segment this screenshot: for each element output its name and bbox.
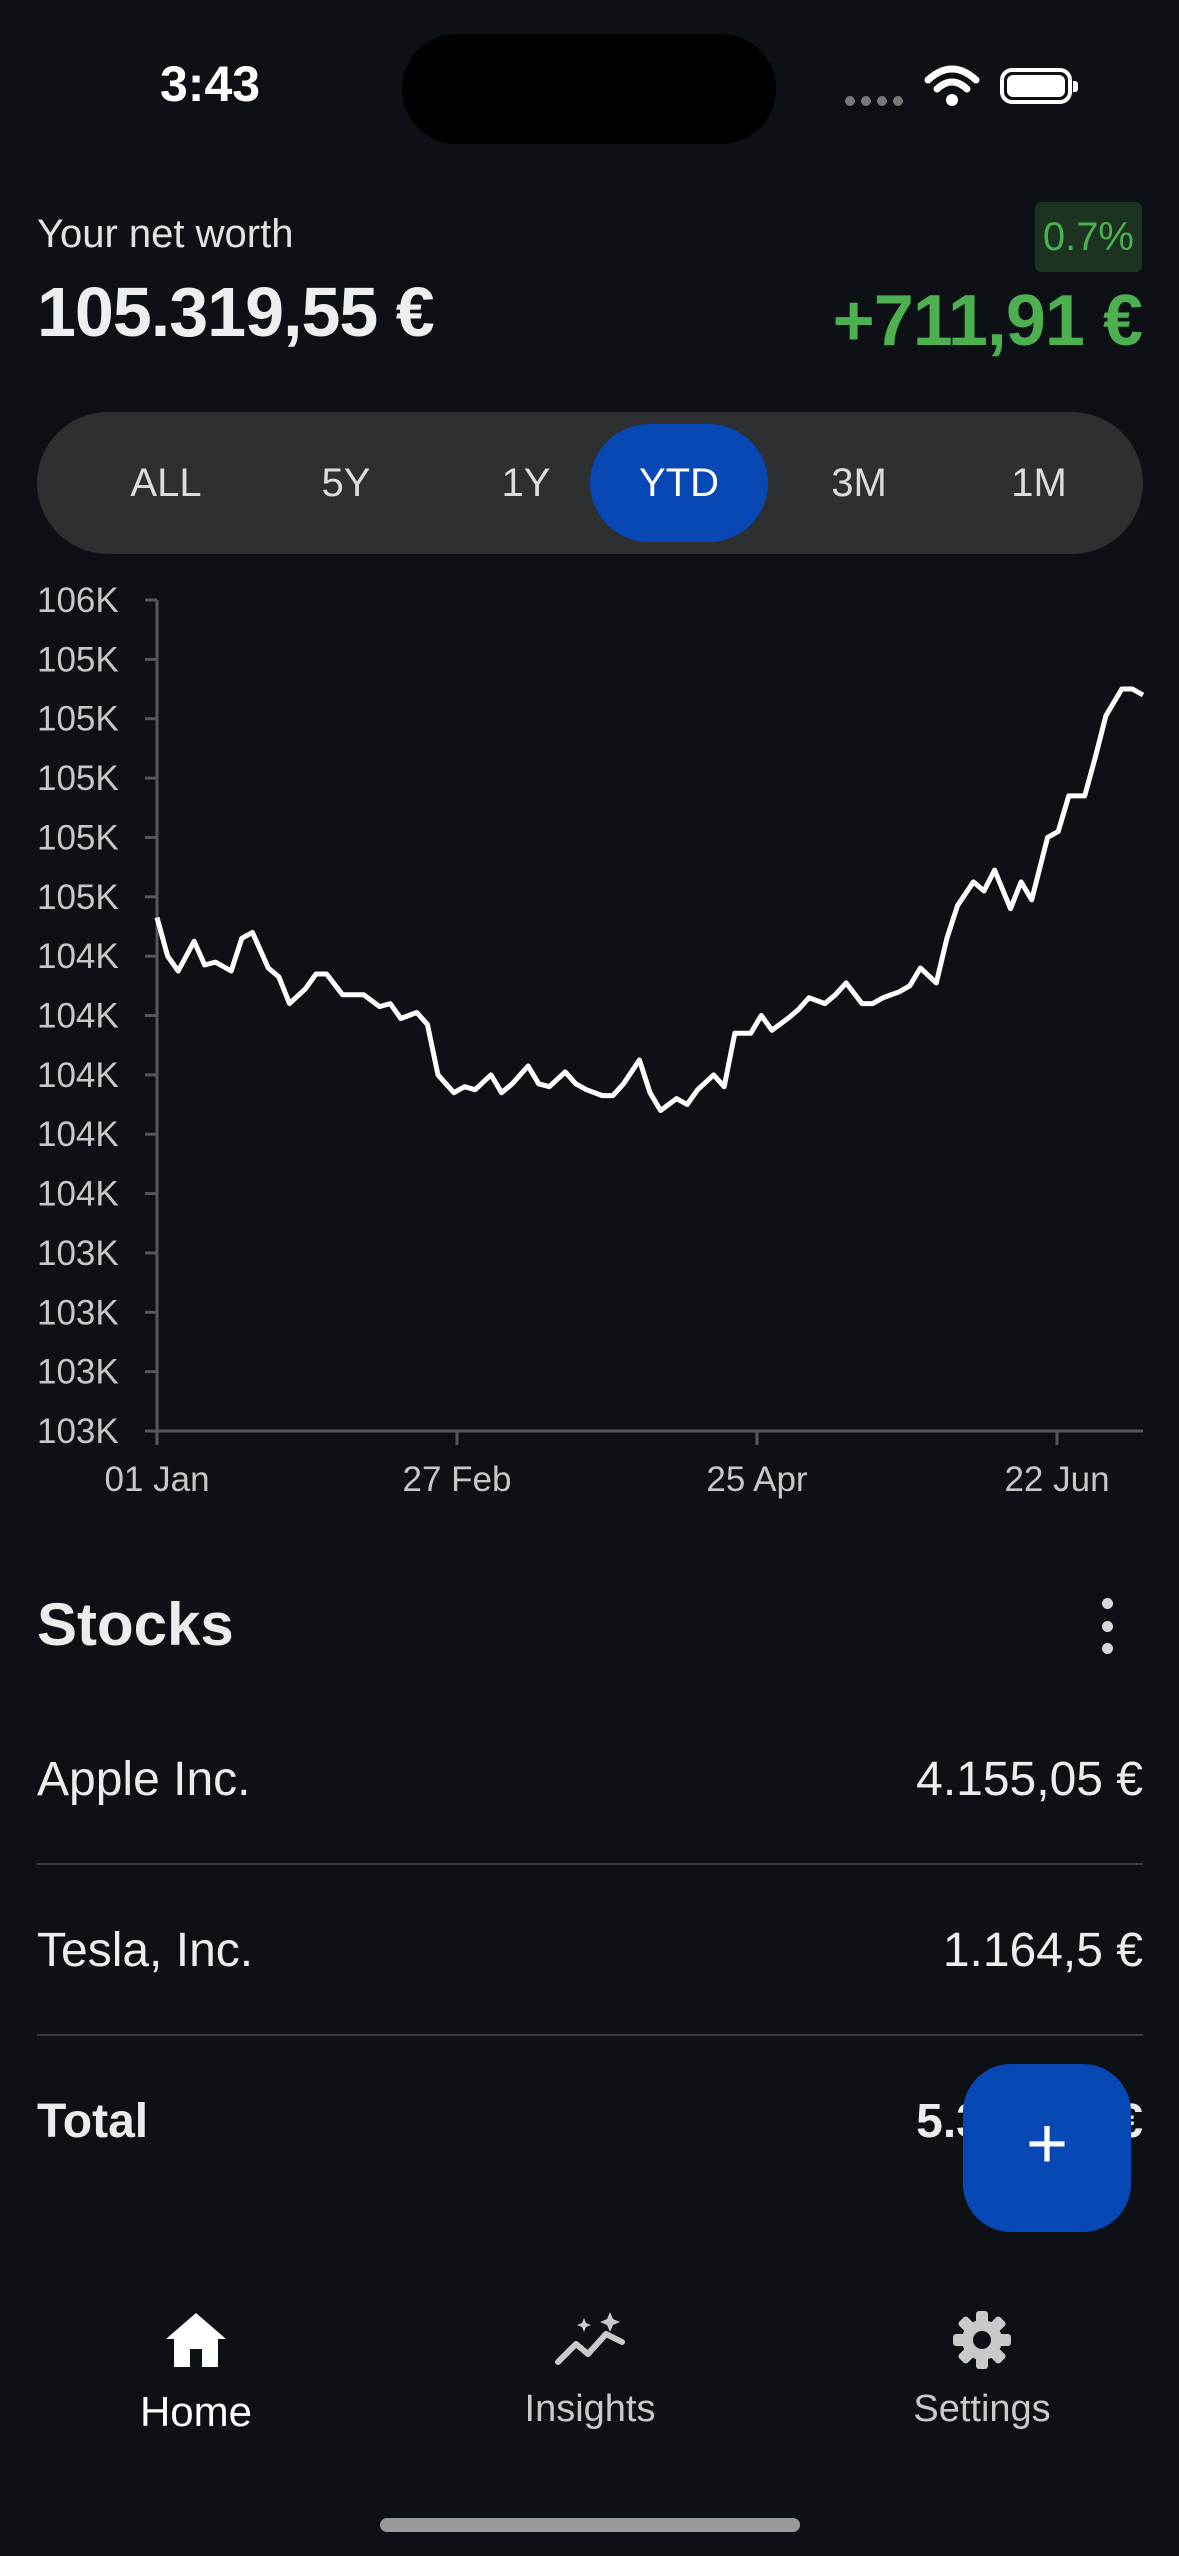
divider [37,1863,1143,1865]
y-tick-label: 104K [37,1115,119,1154]
period-3m[interactable]: 3M [831,461,887,505]
net-worth-value: 105.319,55 € [37,273,435,351]
x-tick-label: 22 Jun [1004,1460,1109,1499]
y-tick-label: 103K [37,1412,119,1451]
y-tick-label: 104K [37,997,119,1036]
x-tick-label: 01 Jan [104,1460,209,1499]
y-tick-label: 104K [37,1056,119,1095]
nav-home[interactable]: Home [46,2300,346,2436]
stock-name: Apple Inc. [37,1753,251,1806]
period-1y[interactable]: 1Y [501,461,551,505]
y-tick-label: 105K [37,818,119,857]
status-time: 3:43 [160,56,261,112]
stock-value: 1.164,5 € [942,1924,1143,1977]
y-tick-label: 104K [37,937,119,976]
y-tick-label: 106K [37,581,119,620]
y-tick-label: 105K [37,759,119,798]
nav-home-label: Home [139,2388,253,2435]
nav-insights[interactable]: Insights [440,2300,740,2431]
nav-settings[interactable]: Settings [832,2300,1132,2431]
change-amount: +711,91 € [832,281,1143,361]
gear-icon [832,2300,1132,2380]
stocks-title: Stocks [37,1591,234,1658]
net-worth-label: Your net worth [37,212,294,256]
period-selector: ALL 5Y 1Y YTD 3M 1M [37,412,1143,554]
divider [37,2034,1143,2036]
y-tick-label: 105K [37,640,119,679]
y-tick-label: 103K [37,1353,119,1392]
net-worth-line [154,686,1145,1113]
stock-row-apple[interactable]: Apple Inc. 4.155,05 € [37,1694,1143,1864]
y-tick-label: 105K [37,700,119,739]
home-icon [46,2300,346,2380]
add-button[interactable]: + [963,2064,1131,2232]
y-tick-label: 103K [37,1234,119,1273]
y-tick-label: 104K [37,1175,119,1214]
period-all[interactable]: ALL [130,461,202,505]
insights-icon [440,2300,740,2380]
x-tick-label: 27 Feb [403,1460,512,1499]
home-indicator [380,2518,800,2532]
dynamic-island [402,34,776,144]
total-label: Total [37,2095,149,2148]
stock-row-tesla[interactable]: Tesla, Inc. 1.164,5 € [37,1865,1143,2035]
period-5y[interactable]: 5Y [321,461,371,505]
x-tick-label: 25 Apr [706,1460,808,1499]
period-ytd[interactable]: YTD [590,424,768,542]
cellular-signal-icon [845,96,903,106]
stock-name: Tesla, Inc. [37,1924,254,1977]
nav-settings-label: Settings [913,2388,1051,2430]
more-options-icon[interactable] [1095,1598,1119,1654]
wifi-icon [924,64,980,113]
battery-icon [1000,68,1078,104]
change-percent-badge: 0.7% [1034,202,1142,272]
nav-insights-label: Insights [524,2388,656,2430]
period-1m[interactable]: 1M [1011,461,1067,505]
y-tick-label: 105K [37,878,119,917]
y-tick-label: 103K [37,1293,119,1332]
stock-value: 4.155,05 € [916,1753,1143,1806]
net-worth-chart[interactable]: 106K 105K 105K 105K 105K 105K 104K 104K 104K 104K… [0,560,1179,1520]
